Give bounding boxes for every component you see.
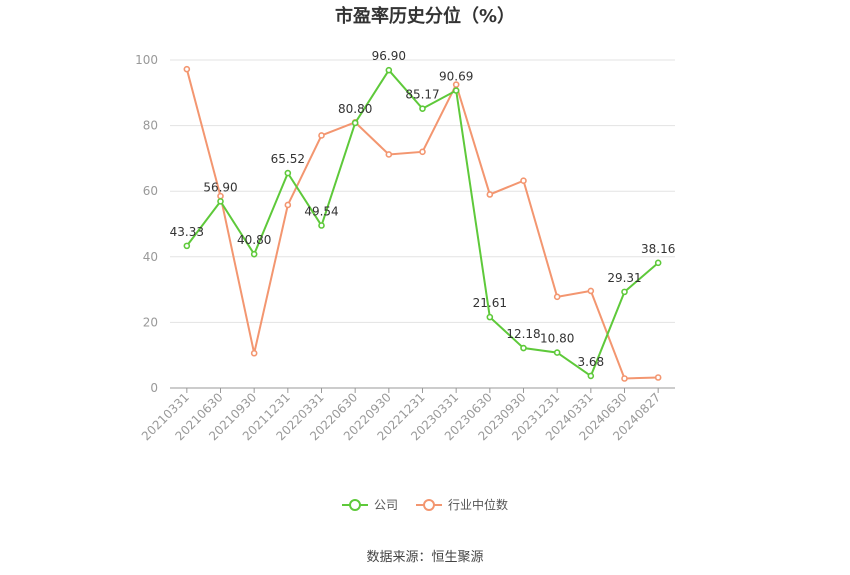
data-point-industry-median [587,287,595,295]
legend-swatch-company [341,498,368,511]
data-point-industry-median [183,65,191,73]
data-point-company [385,66,393,74]
data-label: 96.90 [372,49,406,63]
data-point-company [250,250,258,258]
y-tick-label: 80 [143,119,158,133]
data-label: 80.80 [338,102,372,116]
data-point-industry-median [486,191,494,198]
data-point-company [284,169,292,177]
data-point-company [351,119,359,127]
data-point-industry-median [553,293,561,301]
data-point-company [621,288,628,296]
y-tick-label: 40 [143,250,158,264]
data-point-industry-median [654,374,662,381]
legend: 公司 行业中位数 [0,496,850,513]
data-point-company [486,313,494,321]
legend-label-industry-median: 行业中位数 [448,498,509,512]
y-tick-label: 100 [135,53,158,67]
data-label: 90.69 [439,70,473,84]
data-label: 65.52 [271,152,305,166]
data-label: 40.80 [237,233,271,247]
series-line-company [186,68,659,378]
data-point-industry-median [385,151,393,158]
series-line-industry-median [185,68,659,380]
data-label: 21.61 [473,296,507,310]
data-point-industry-median [520,177,527,185]
data-label: 56.90 [203,180,237,194]
data-point-company [654,259,662,267]
data-source: 数据来源：恒生聚源 [366,550,484,565]
data-point-company [520,344,527,352]
data-point-industry-median [250,349,258,357]
data-point-company [318,222,325,229]
data-point-industry-median [621,375,628,382]
data-point-industry-median [284,201,292,209]
legend-swatch-industry-median [416,498,442,511]
legend-item-industry-median[interactable]: 行业中位数 [416,496,508,513]
data-point-industry-median [419,148,426,156]
data-point-company [217,198,224,205]
data-label: 49.54 [304,205,338,219]
data-label: 38.16 [641,242,675,256]
y-tick-label: 20 [143,315,158,329]
data-point-company [452,87,460,94]
data-label: 29.31 [607,271,641,285]
data-label: 12.18 [506,327,540,341]
y-tick-label: 0 [150,381,158,395]
data-point-company [183,242,191,250]
data-point-industry-median [318,132,325,139]
chart-title: 市盈率历史分位（%） [334,6,516,27]
data-label: 43.33 [170,225,204,239]
y-tick-label: 60 [143,184,158,198]
data-label: 10.80 [540,332,574,346]
data-point-company [553,349,561,356]
data-label: 85.17 [405,88,439,102]
legend-item-company[interactable]: 公司 [341,496,398,513]
data-label: 3.68 [577,355,604,369]
data-point-company [419,105,426,112]
data-point-industry-median [452,81,460,88]
data-point-company [587,372,595,380]
legend-label-company: 公司 [373,498,398,512]
